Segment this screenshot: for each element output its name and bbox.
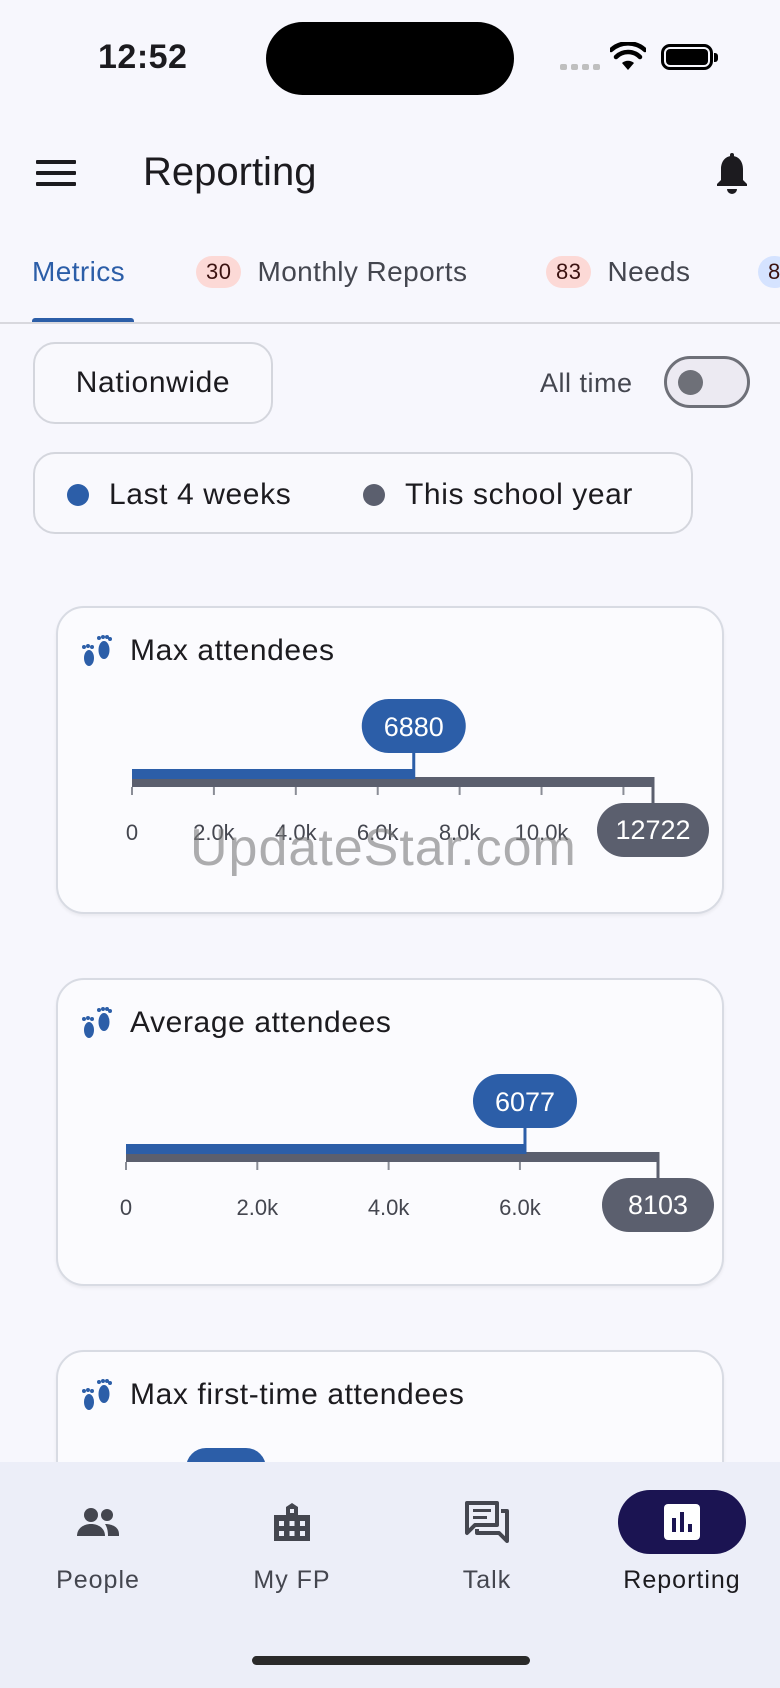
nav-people[interactable]: People [8, 1490, 188, 1595]
people-icon [77, 1508, 119, 1536]
battery-icon [661, 44, 718, 70]
current-value-bubble [472, 1074, 577, 1128]
axis-tick-label: 4.0k [368, 1195, 411, 1220]
current-value-label: 6880 [384, 712, 444, 742]
axis-tick-label: 6.0k [357, 820, 400, 845]
tab-label: Monthly Reports [257, 256, 468, 287]
app-bar: Reporting [0, 130, 780, 220]
nav-label: Talk [462, 1566, 512, 1594]
menu-icon[interactable] [36, 160, 76, 190]
tab-bar: Metrics 30 Monthly Reports 83 Needs 8 [0, 240, 780, 324]
nav-icon-container [423, 1490, 551, 1554]
scope-filter-chip[interactable]: Nationwide [33, 342, 273, 424]
nav-label: People [56, 1566, 140, 1594]
metric-card-average-attendees[interactable]: 0 2.0k 4.0k 6.0k 8103 6077 Average attendees [56, 978, 724, 1286]
count-badge: 30 [196, 256, 242, 288]
axis-tick-label: 2.0k [193, 820, 236, 845]
tab-label: Needs [607, 256, 691, 287]
max-value-bubble [597, 803, 709, 857]
nav-label: Reporting [623, 1566, 741, 1594]
max-value-label: 8103 [628, 1190, 688, 1220]
count-badge: 8 [758, 256, 780, 288]
all-time-toggle[interactable] [664, 356, 750, 408]
tab-label: Metrics [32, 256, 126, 287]
feet-icon [82, 1379, 112, 1410]
card-title: Max attendees [130, 634, 335, 667]
card-title: Average attendees [130, 1006, 392, 1039]
toggle-knob [678, 370, 703, 395]
last-4-weeks-bar [126, 1144, 525, 1154]
bar-chart-icon [664, 1504, 700, 1540]
card-title: Max first-time attendees [130, 1378, 465, 1411]
nav-reporting[interactable]: Reporting [592, 1490, 772, 1595]
card-header: Max first-time attendees [78, 1376, 465, 1414]
axis-tick-label: 0 [126, 820, 138, 845]
max-value-bubble [602, 1178, 714, 1232]
wifi-icon [610, 42, 646, 70]
axis-tick-label: 10.0k [515, 820, 570, 845]
status-time: 12:52 [98, 38, 188, 76]
period-legend: Last 4 weeks This school year [33, 452, 693, 534]
legend-label: This school year [405, 478, 634, 511]
legend-item-school-year[interactable]: This school year [363, 478, 633, 512]
tab-metrics[interactable]: Metrics [32, 256, 125, 288]
nav-icon-container [34, 1490, 162, 1554]
all-time-label: All time [540, 368, 633, 398]
building-icon [274, 1503, 310, 1541]
card-header: Max attendees [78, 632, 335, 670]
page-title: Reporting [143, 150, 317, 194]
nav-my-fp[interactable]: My FP [202, 1490, 382, 1595]
chat-icon [465, 1501, 509, 1543]
axis-tick-label: 4.0k [275, 820, 318, 845]
dynamic-island [266, 22, 514, 95]
nav-icon-container [618, 1490, 746, 1554]
status-bar: 12:52 [0, 0, 780, 118]
feet-icon [82, 635, 112, 666]
school-year-bar [132, 777, 653, 787]
nav-talk[interactable]: Talk [397, 1490, 577, 1595]
axis-tick-label: 0 [120, 1195, 132, 1220]
tab-needs[interactable]: 83 Needs [546, 256, 690, 288]
count-badge: 83 [546, 256, 592, 288]
legend-dot [363, 484, 385, 506]
axis-tick-label: 8.0k [439, 820, 482, 845]
current-value-label: 6077 [495, 1087, 555, 1117]
gauge-chart: 0 2.0k 4.0k 6.0k 8103 6077 [120, 1074, 714, 1232]
legend-item-last-4-weeks[interactable]: Last 4 weeks [67, 478, 291, 512]
axis-tick-label: 6.0k [499, 1195, 542, 1220]
legend-label: Last 4 weeks [109, 478, 292, 511]
home-indicator [252, 1656, 530, 1665]
axis-tick-label: 2.0k [237, 1195, 280, 1220]
tab-monthly-reports[interactable]: 30 Monthly Reports [196, 256, 467, 288]
legend-dot [67, 484, 89, 506]
last-4-weeks-bar [132, 769, 414, 779]
card-header: Average attendees [78, 1004, 392, 1042]
tab-more[interactable]: 8 [758, 256, 780, 288]
nav-icon-container [228, 1490, 356, 1554]
active-tab-indicator [32, 318, 134, 322]
nav-label: My FP [253, 1566, 331, 1594]
bottom-navigation: People My FP Talk [0, 1462, 780, 1688]
bell-icon[interactable] [712, 152, 752, 196]
school-year-bar [126, 1152, 658, 1162]
cellular-signal-icon [560, 64, 600, 70]
feet-icon [82, 1007, 112, 1038]
current-value-bubble [361, 699, 466, 753]
max-value-label: 12722 [615, 815, 690, 845]
